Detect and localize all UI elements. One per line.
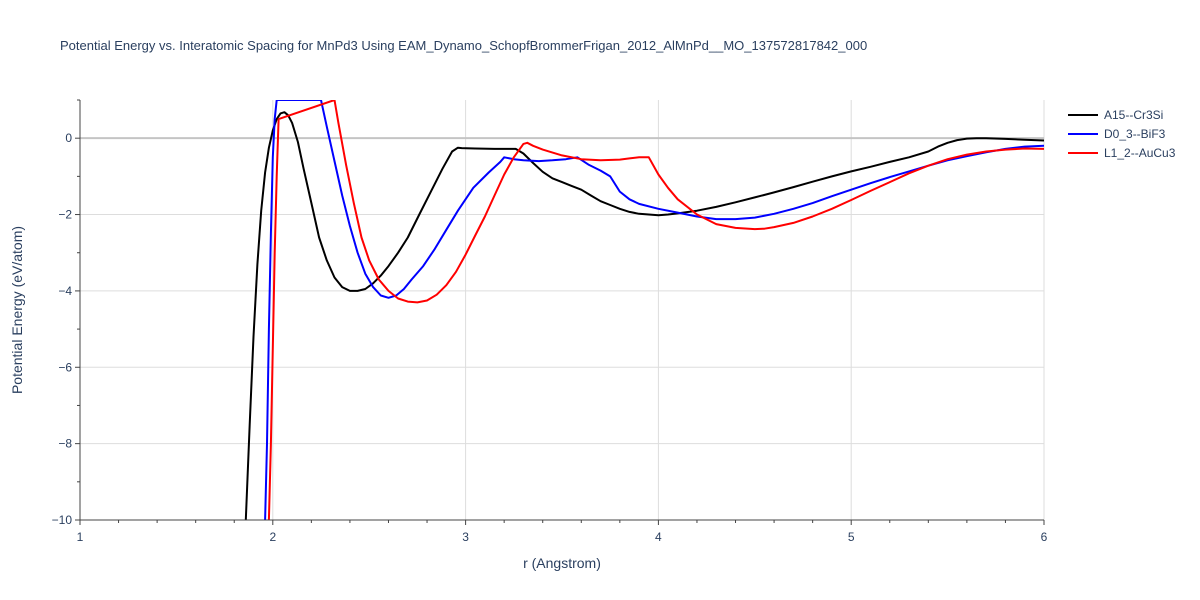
legend[interactable]: A15--Cr3Si D0_3--BiF3 L1_2--AuCu3 bbox=[1068, 108, 1176, 160]
series-line-2 bbox=[267, 100, 1044, 520]
legend-label: L1_2--AuCu3 bbox=[1104, 146, 1176, 160]
axes: 1 2 3 4 5 6 −10 −8 −6 −4 −2 0 bbox=[52, 99, 1048, 544]
y-tick-label: −6 bbox=[58, 360, 72, 374]
series-line-1 bbox=[264, 100, 1044, 520]
legend-item[interactable]: L1_2--AuCu3 bbox=[1068, 146, 1176, 160]
y-tick-label: −8 bbox=[58, 437, 72, 451]
chart-title: Potential Energy vs. Interatomic Spacing… bbox=[60, 38, 867, 53]
y-tick-label: 0 bbox=[65, 131, 72, 145]
plot-area bbox=[244, 100, 1044, 520]
x-tick-label: 3 bbox=[462, 530, 469, 544]
x-tick-label: 5 bbox=[848, 530, 855, 544]
legend-item[interactable]: A15--Cr3Si bbox=[1068, 108, 1163, 122]
legend-label: D0_3--BiF3 bbox=[1104, 127, 1166, 141]
x-tick-label: 6 bbox=[1041, 530, 1048, 544]
y-axis-title: Potential Energy (eV/atom) bbox=[9, 226, 25, 394]
y-tick-label: −10 bbox=[52, 513, 73, 527]
x-tick-label: 4 bbox=[655, 530, 662, 544]
legend-item[interactable]: D0_3--BiF3 bbox=[1068, 127, 1166, 141]
series-line-0 bbox=[244, 111, 1044, 520]
x-axis-title: r (Angstrom) bbox=[523, 555, 601, 571]
x-tick-label: 2 bbox=[269, 530, 276, 544]
legend-label: A15--Cr3Si bbox=[1104, 108, 1163, 122]
y-tick-label: −4 bbox=[58, 284, 72, 298]
x-tick-label: 1 bbox=[77, 530, 84, 544]
y-tick-label: −2 bbox=[58, 208, 72, 222]
grid bbox=[79, 100, 1045, 521]
